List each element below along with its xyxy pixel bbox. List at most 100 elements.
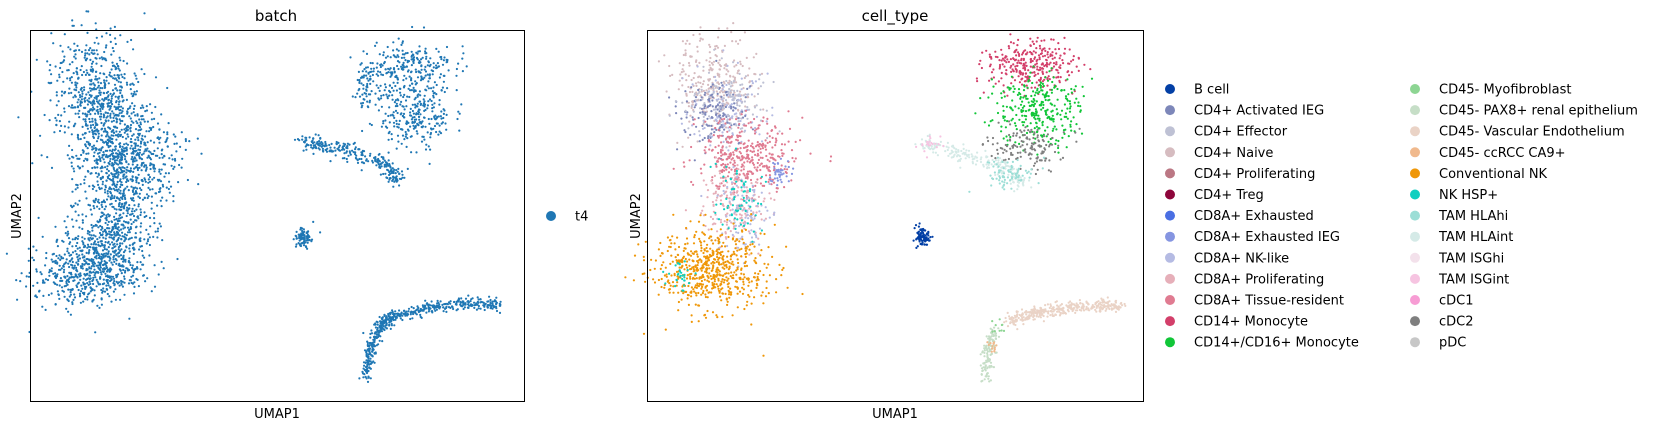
- batch-point: [170, 164, 173, 167]
- batch-point: [162, 131, 165, 134]
- batch-point: [67, 126, 70, 129]
- batch-point: [181, 157, 184, 160]
- batch-point: [112, 125, 116, 128]
- batch-point: [118, 244, 122, 247]
- batch-point: [424, 88, 427, 91]
- batch-point: [129, 130, 132, 133]
- batch-point: [388, 121, 391, 124]
- batch-point: [378, 89, 381, 92]
- batch-point: [403, 74, 406, 77]
- cell-type-point: [733, 102, 736, 105]
- batch-point: [94, 276, 97, 279]
- cell-type-point: [686, 111, 689, 114]
- batch-point: [395, 122, 398, 125]
- cell-type-point: [724, 232, 727, 235]
- batch-point: [75, 183, 78, 186]
- cell-type-point: [793, 160, 796, 163]
- batch-point: [435, 83, 438, 87]
- batch-point: [120, 248, 123, 251]
- batch-point: [124, 249, 127, 252]
- batch-point: [56, 79, 59, 82]
- batch-point: [483, 308, 486, 312]
- batch-point: [130, 222, 133, 226]
- batch-point: [99, 177, 102, 180]
- batch-point: [99, 264, 102, 267]
- batch-point: [445, 45, 449, 49]
- batch-point: [32, 245, 35, 248]
- batch-point: [154, 76, 158, 79]
- batch-point: [424, 65, 427, 68]
- batch-point: [77, 235, 80, 238]
- batch-point: [439, 300, 442, 303]
- batch-point: [120, 205, 123, 208]
- batch-point: [86, 229, 90, 233]
- batch-point: [95, 257, 98, 260]
- batch-point: [129, 167, 132, 170]
- batch-point: [128, 115, 131, 118]
- batch-point: [105, 91, 108, 94]
- batch-point: [92, 243, 95, 246]
- batch-point: [95, 254, 98, 257]
- batch-point: [165, 199, 168, 202]
- cell-type-point: [709, 66, 712, 69]
- batch-point: [66, 250, 69, 253]
- batch-point: [50, 166, 54, 169]
- batch-point: [411, 116, 414, 119]
- cell-type-point: [733, 173, 736, 176]
- cell-type-point: [740, 169, 743, 172]
- batch-point: [113, 175, 116, 178]
- batch-point: [122, 189, 125, 193]
- batch-point: [102, 254, 105, 257]
- batch-point: [389, 56, 392, 59]
- batch-point: [118, 151, 121, 154]
- batch-point: [392, 121, 396, 124]
- batch-point: [93, 96, 96, 99]
- batch-point: [121, 223, 124, 226]
- cell-type-point: [688, 120, 691, 123]
- cell-type-point: [758, 78, 761, 81]
- batch-point: [317, 147, 320, 150]
- batch-point: [107, 82, 110, 85]
- cell-type-point: [701, 98, 704, 101]
- batch-point: [165, 186, 168, 189]
- batch-point: [99, 158, 102, 161]
- batch-point: [113, 131, 116, 134]
- batch-point: [146, 141, 149, 144]
- batch-point: [149, 103, 152, 106]
- batch-point: [131, 147, 135, 151]
- cell-type-point: [787, 110, 790, 113]
- cell-type-point: [680, 71, 683, 74]
- batch-point: [126, 212, 129, 215]
- batch-point: [101, 176, 104, 179]
- batch-point: [158, 156, 161, 159]
- batch-point: [81, 265, 84, 268]
- batch-point: [126, 206, 129, 209]
- batch-point: [109, 116, 112, 119]
- batch-point: [118, 284, 121, 287]
- batch-point: [67, 262, 70, 265]
- batch-point: [491, 300, 494, 303]
- cell-type-point: [756, 166, 759, 169]
- cell-type-point: [683, 165, 686, 168]
- batch-point: [67, 69, 70, 72]
- cell-type-point: [746, 160, 749, 163]
- cell-type-point: [768, 152, 771, 155]
- batch-point: [97, 129, 100, 132]
- batch-point: [351, 149, 354, 152]
- batch-point: [127, 169, 130, 172]
- batch-point: [121, 171, 124, 174]
- cell-type-point: [735, 81, 738, 84]
- cell-type-title: cell_type: [862, 7, 929, 26]
- batch-point: [144, 180, 147, 183]
- batch-point: [44, 278, 48, 281]
- batch-point: [80, 101, 83, 104]
- batch-point: [133, 210, 136, 213]
- cell-type-point: [701, 38, 704, 41]
- cell-type-point: [747, 93, 750, 96]
- cell-type-point: [725, 168, 728, 171]
- batch-point: [439, 73, 442, 76]
- cell-type-point: [679, 73, 682, 76]
- cell-type-point: [736, 139, 740, 142]
- batch-point: [110, 140, 114, 143]
- batch-point: [109, 187, 112, 190]
